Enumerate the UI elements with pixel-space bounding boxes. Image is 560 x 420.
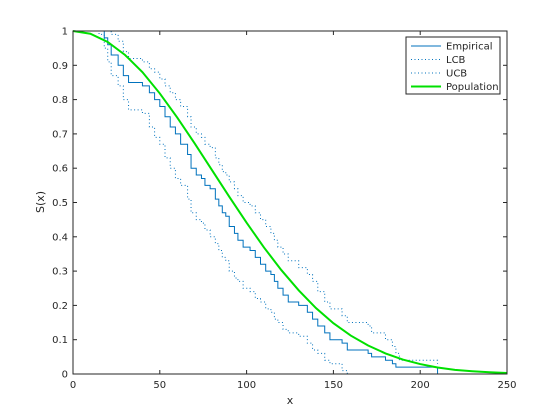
x-tick-label: 50: [153, 380, 166, 391]
legend-label-empirical: Empirical: [446, 42, 492, 53]
x-tick-label: 100: [237, 380, 256, 391]
y-axis-label: S(x): [34, 191, 47, 213]
x-axis-label: x: [287, 394, 294, 407]
series-line-empirical: [73, 30, 439, 374]
y-axis: 0 0.1 0.2 0.3 0.4 0.5 0.6 0.7 0.8 0.9 1: [52, 27, 507, 381]
x-tick-label: 200: [411, 380, 430, 391]
series-line-lcb: [73, 30, 507, 375]
x-tick-label: 250: [497, 380, 516, 391]
y-tick-label: 0.6: [52, 164, 68, 175]
x-tick-label: 150: [324, 380, 343, 391]
series-line-ucb: [73, 30, 439, 364]
y-tick-label: 0.3: [52, 267, 68, 278]
series-line-population: [72, 30, 508, 374]
legend-label-lcb: LCB: [446, 55, 466, 66]
y-tick-label: 0.8: [52, 95, 68, 106]
legend-label-population: Population: [446, 82, 499, 93]
legend-label-ucb: UCB: [446, 69, 467, 80]
y-tick-label: 0.1: [52, 335, 68, 346]
x-tick-label: 0: [70, 380, 76, 391]
x-axis: 0 50 100 150 200 250: [70, 31, 517, 391]
y-tick-label: 1: [62, 27, 68, 38]
y-tick-label: 0.5: [52, 198, 68, 209]
y-tick-label: 0.4: [52, 232, 68, 243]
legend: Empirical LCB UCB Population: [405, 36, 501, 95]
y-tick-label: 0.7: [52, 129, 68, 140]
y-tick-label: 0.2: [52, 301, 68, 312]
y-tick-label: 0.9: [52, 61, 68, 72]
series-layer: [72, 30, 508, 375]
y-tick-label: 0: [62, 370, 68, 381]
